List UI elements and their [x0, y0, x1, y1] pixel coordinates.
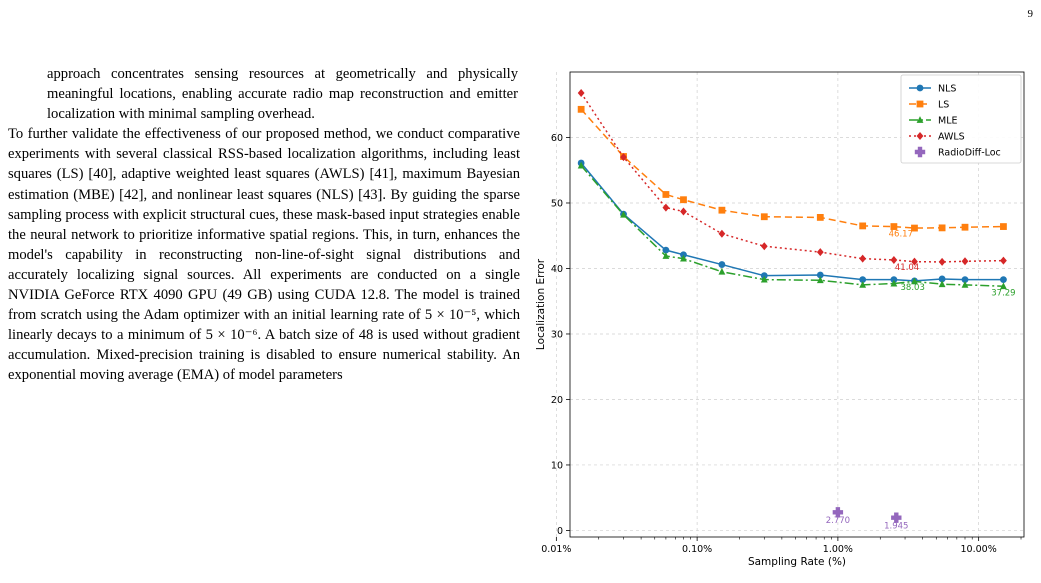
localization-error-chart: 0.01% 0.10% 1.00% 10.00% 0 10 20 30 40 50 60 Sampli…: [530, 62, 1035, 572]
y-tick-label: 20: [551, 395, 563, 406]
data-point: [760, 272, 768, 280]
data-point: [961, 276, 969, 284]
legend-item: [909, 100, 931, 108]
data-point: [620, 153, 627, 162]
data-point: [662, 191, 670, 198]
y-tick-label: 30: [551, 329, 563, 340]
x-tick-label: 0.01%: [541, 544, 571, 555]
data-point: [911, 257, 918, 266]
legend-label: RadioDiff-Loc: [938, 148, 1001, 159]
data-point: [1000, 256, 1007, 265]
data-point: [938, 275, 946, 283]
legend-label: NLS: [938, 84, 956, 95]
y-tick-label: 10: [551, 460, 563, 471]
data-point: [816, 248, 824, 257]
data-point: [890, 276, 898, 284]
data-point: [1000, 276, 1007, 284]
series-ls: [577, 105, 1007, 232]
legend-item: [909, 116, 931, 123]
data-point: [680, 196, 687, 204]
x-tick-label: 1.00%: [823, 544, 853, 555]
y-axis-label: Localization Error: [535, 258, 547, 350]
data-point: [890, 223, 898, 230]
legend-marker: [916, 100, 924, 108]
data-point: [760, 275, 768, 283]
data-point: [891, 512, 902, 523]
data-point: [961, 257, 969, 266]
data-point: [816, 213, 824, 221]
data-point: [911, 224, 918, 232]
data-point: [1000, 223, 1007, 230]
series-awls: [577, 88, 1007, 266]
data-point: [961, 223, 969, 231]
y-tick-label: 0: [557, 526, 563, 537]
y-tick-label: 50: [551, 198, 563, 209]
legend-item: [914, 146, 926, 158]
page-number: 9: [1027, 8, 1034, 20]
data-point: [859, 280, 867, 288]
legend-marker: [914, 146, 926, 158]
data-point: [890, 255, 898, 264]
series-radiodiff-loc: [832, 507, 902, 523]
paragraph-experiments: To further validate the effectiveness of…: [8, 126, 520, 384]
y-tick-label: 40: [551, 264, 563, 275]
data-point: [577, 88, 585, 97]
data-point: [938, 280, 946, 288]
data-label: 37.29: [991, 288, 1015, 298]
legend-label: LS: [938, 100, 949, 111]
legend-marker: [916, 132, 924, 140]
data-point: [859, 276, 867, 284]
data-point: [859, 254, 867, 263]
y-tick-label: 60: [551, 133, 563, 144]
plot-frame: [569, 71, 1025, 538]
paragraph-approach: approach concentrates sensing resources …: [47, 66, 518, 123]
data-label: 2.770: [826, 516, 850, 526]
legend-item: [909, 132, 931, 140]
x-axis-label: Sampling Rate (%): [748, 556, 846, 568]
data-point: [718, 261, 726, 268]
data-point: [680, 254, 687, 262]
legend-label: AWLS: [938, 132, 965, 143]
legend-box: [900, 74, 1022, 164]
data-label: 41.04: [895, 263, 919, 273]
data-point: [816, 271, 824, 279]
data-point: [718, 206, 726, 214]
x-tick-label: 0.10%: [682, 544, 712, 555]
data-point: [662, 246, 670, 254]
data-point: [680, 207, 687, 216]
legend-marker: [916, 116, 924, 123]
data-point: [890, 279, 898, 287]
x-tick-label: 10.00%: [961, 544, 997, 555]
data-point: [832, 507, 844, 518]
data-label: 46.17: [889, 229, 913, 239]
legend: [900, 74, 1022, 164]
data-point: [1000, 282, 1007, 290]
legend-item: [909, 84, 931, 92]
data-point: [620, 210, 627, 218]
body-text-column: approach concentrates sensing resources …: [8, 64, 520, 386]
data-point: [662, 252, 670, 259]
data-point: [859, 222, 867, 230]
series-mle: [577, 161, 1007, 290]
chart-svg: 0.01% 0.10% 1.00% 10.00% 0 10 20 30 40 50 60 Sampli…: [535, 71, 1025, 568]
data-point: [760, 213, 768, 221]
data-point: [938, 224, 946, 232]
data-label: 1.945: [884, 521, 908, 531]
data-point: [816, 276, 824, 284]
data-point: [680, 251, 687, 259]
data-point: [577, 161, 585, 169]
data-point: [577, 105, 585, 113]
data-point: [961, 280, 969, 288]
data-point: [938, 257, 946, 266]
data-point: [760, 242, 768, 251]
data-point: [662, 203, 670, 212]
data-point: [718, 267, 726, 275]
data-point: [718, 229, 726, 238]
data-label: 38.03: [901, 283, 925, 293]
legend-label: MLE: [938, 116, 958, 127]
legend-marker: [916, 84, 924, 92]
data-point: [911, 277, 918, 285]
